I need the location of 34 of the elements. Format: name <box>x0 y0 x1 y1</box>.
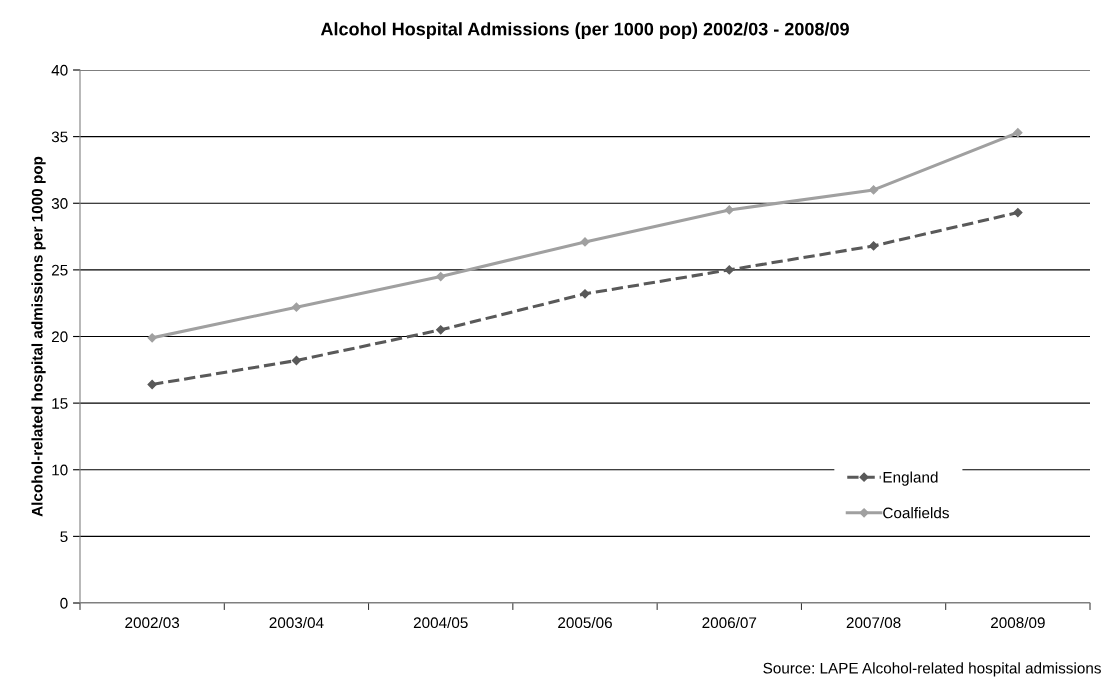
legend-label: Coalfields <box>883 507 949 519</box>
y-tick-label: 35 <box>51 131 68 143</box>
source-note: Source: LAPE Alcohol-related hospital admissions <box>763 662 1101 677</box>
y-tick-label: 20 <box>51 331 68 343</box>
y-tick-label: 30 <box>51 198 68 209</box>
point <box>868 241 879 251</box>
y-tick-label: 25 <box>51 264 68 276</box>
x-tick-label: 2003/04 <box>269 616 324 629</box>
y-tick-label: 15 <box>52 398 68 409</box>
x-tick-label: 2005/06 <box>558 616 612 629</box>
point <box>1013 207 1023 218</box>
x-tick-label: 2007/08 <box>846 616 901 629</box>
point <box>291 302 302 312</box>
y-tick-label: 5 <box>60 531 68 543</box>
point <box>580 237 590 247</box>
y-tick-label: 40 <box>51 64 68 76</box>
x-tick-label: 2008/09 <box>991 616 1045 629</box>
x-tick-label: 2002/03 <box>125 616 180 629</box>
point <box>436 271 446 282</box>
point <box>724 265 734 275</box>
point <box>724 205 734 215</box>
x-tick-label: 2006/07 <box>702 616 757 629</box>
chart-title: Alcohol Hospital Admissions (per 1000 pop) 2002/03 - 2008/09 <box>320 22 849 40</box>
y-axis-title: Alcohol-related hospital admissions per 1000 pop <box>31 156 46 517</box>
y-tick-label: 10 <box>52 464 68 476</box>
point <box>1013 128 1023 138</box>
y-tick-label: 0 <box>60 597 68 609</box>
point <box>580 289 590 299</box>
point <box>147 333 157 343</box>
legend-label: England <box>883 471 938 486</box>
point <box>436 325 446 335</box>
point <box>147 379 157 390</box>
x-tick-label: 2004/05 <box>413 616 468 629</box>
point <box>291 355 302 366</box>
